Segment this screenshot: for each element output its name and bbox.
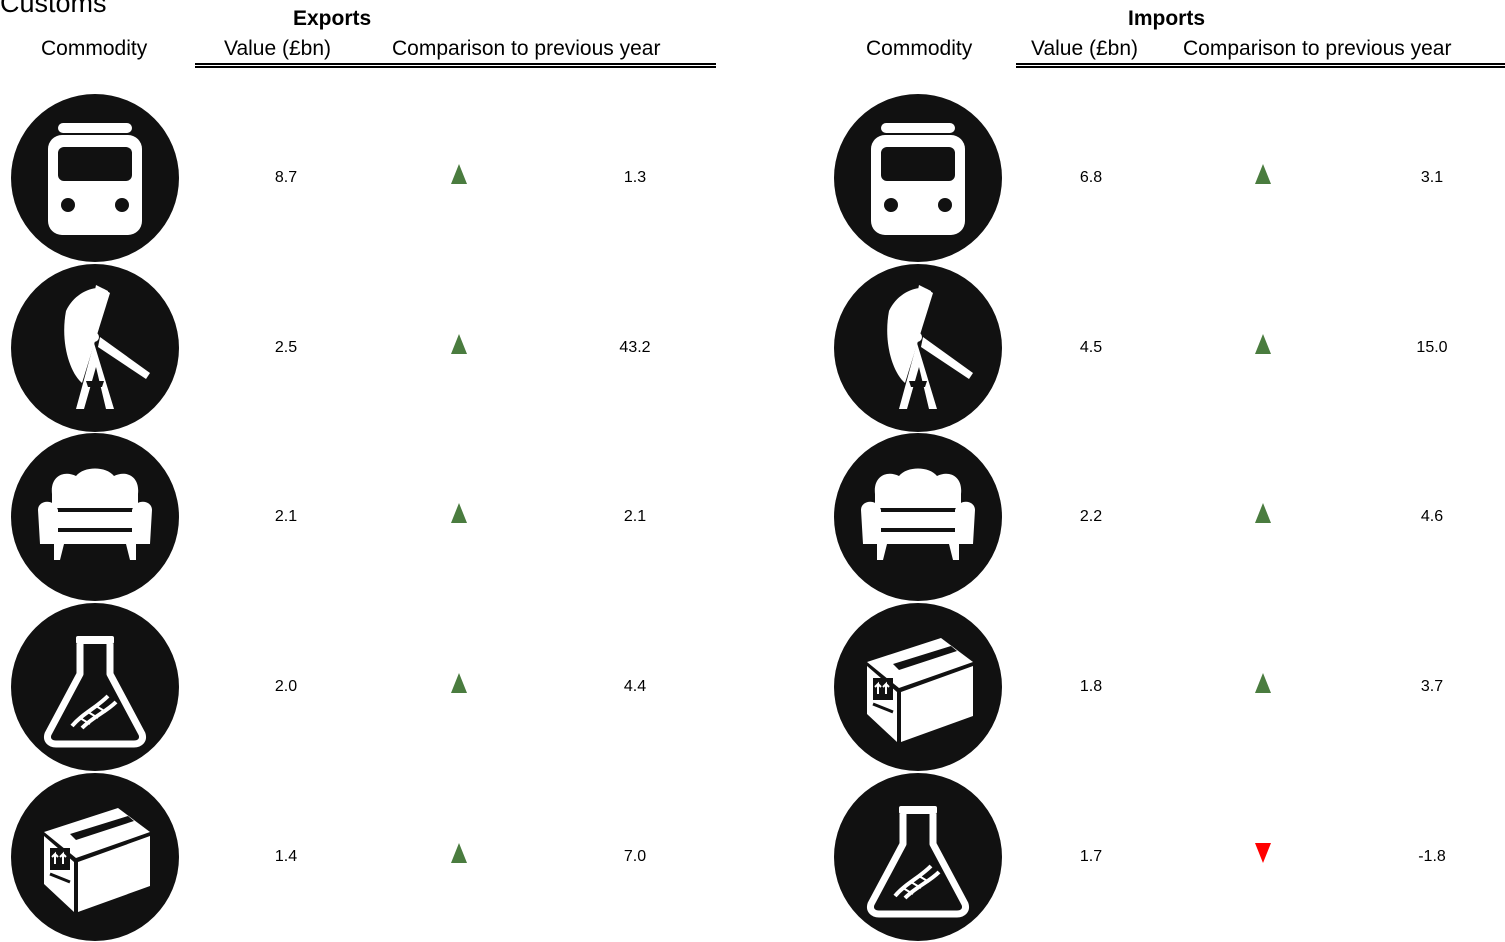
up-triangle-icon (450, 333, 468, 355)
imports-commodity-header: Commodity (866, 37, 973, 60)
package-box-icon (833, 602, 1003, 772)
exports-value-cell: 1.4 (274, 848, 298, 865)
imports-value-cell: 2.2 (1079, 508, 1103, 525)
exports-value-cell: 2.0 (274, 678, 298, 695)
exports-title: Exports (293, 7, 372, 30)
imports-title: Imports (1128, 7, 1206, 30)
armchair-icon (10, 432, 180, 602)
exports-value-cell: 2.5 (274, 339, 298, 356)
page-title: Customs (0, 0, 107, 18)
flask-dna-icon (833, 772, 1003, 942)
exports-change-cell: 2.1 (623, 508, 647, 525)
bus-icon (833, 93, 1003, 263)
oil-pump-icon (10, 263, 180, 433)
exports-change-cell: 43.2 (619, 339, 651, 356)
up-triangle-icon (450, 502, 468, 524)
imports-value-cell: 1.7 (1079, 848, 1103, 865)
up-triangle-icon (450, 163, 468, 185)
imports-change-cell: 3.7 (1420, 678, 1444, 695)
package-box-icon (10, 772, 180, 942)
exports-comparison-header: Comparison to previous year (392, 37, 661, 60)
oil-pump-icon (833, 263, 1003, 433)
up-triangle-icon (1254, 163, 1272, 185)
exports-commodity-header: Commodity (41, 37, 148, 60)
exports-change-cell: 7.0 (623, 848, 647, 865)
exports-change-cell: 1.3 (623, 169, 647, 186)
down-triangle-icon (1254, 842, 1272, 864)
exports-value-header: Value (£bn) (224, 37, 332, 60)
armchair-icon (833, 432, 1003, 602)
exports-change-cell: 4.4 (623, 678, 647, 695)
imports-change-cell: 3.1 (1420, 169, 1444, 186)
imports-value-header: Value (£bn) (1031, 37, 1139, 60)
up-triangle-icon (450, 672, 468, 694)
imports-header-rule (1016, 63, 1505, 68)
exports-value-cell: 8.7 (274, 169, 298, 186)
flask-dna-icon (10, 602, 180, 772)
imports-change-cell: 15.0 (1416, 339, 1448, 356)
imports-value-cell: 4.5 (1079, 339, 1103, 356)
up-triangle-icon (1254, 672, 1272, 694)
exports-header-rule (195, 63, 716, 68)
up-triangle-icon (450, 842, 468, 864)
up-triangle-icon (1254, 502, 1272, 524)
bus-icon (10, 93, 180, 263)
imports-change-cell: 4.6 (1420, 508, 1444, 525)
imports-change-cell: -1.8 (1418, 848, 1446, 865)
imports-comparison-header: Comparison to previous year (1183, 37, 1452, 60)
exports-value-cell: 2.1 (274, 508, 298, 525)
up-triangle-icon (1254, 333, 1272, 355)
imports-value-cell: 6.8 (1079, 169, 1103, 186)
imports-value-cell: 1.8 (1079, 678, 1103, 695)
